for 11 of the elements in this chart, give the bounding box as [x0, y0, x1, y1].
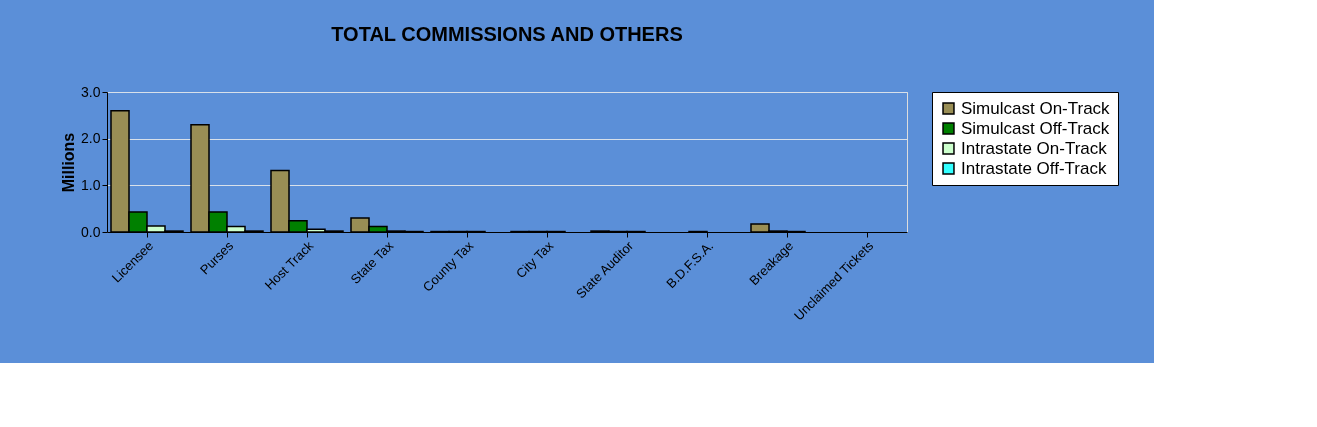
- y-tick-label: 0.0: [81, 223, 101, 240]
- y-axis-title: Millions: [60, 132, 78, 193]
- legend-label: Simulcast Off-Track: [961, 118, 1110, 138]
- legend-label: Intrastate On-Track: [961, 138, 1108, 158]
- y-tick-label: 1.0: [81, 176, 101, 193]
- legend-label: Simulcast On-Track: [961, 98, 1111, 118]
- y-tick-label: 3.0: [81, 83, 101, 100]
- y-tick-label: 2.0: [81, 130, 101, 147]
- chart-title: TOTAL COMMISSIONS AND OTHERS: [331, 23, 683, 45]
- x-tick-label: City Tax: [513, 237, 557, 282]
- legend-label: Intrastate Off-Track: [961, 158, 1107, 178]
